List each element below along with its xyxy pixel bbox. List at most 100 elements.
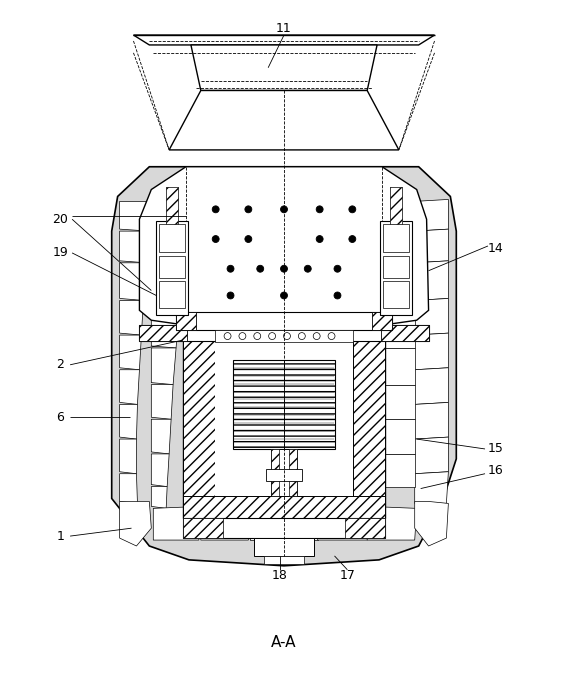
Bar <box>139 325 429 341</box>
Bar <box>183 518 223 538</box>
Polygon shape <box>151 348 176 385</box>
Text: 6: 6 <box>56 411 64 424</box>
Polygon shape <box>382 311 415 348</box>
Circle shape <box>227 292 234 299</box>
Circle shape <box>281 265 287 272</box>
Polygon shape <box>415 298 448 335</box>
Polygon shape <box>120 474 137 504</box>
Bar <box>183 518 385 538</box>
Bar <box>139 325 187 341</box>
Polygon shape <box>382 197 415 236</box>
Circle shape <box>298 333 305 339</box>
Polygon shape <box>120 300 143 335</box>
Bar <box>176 313 392 330</box>
Circle shape <box>239 333 246 339</box>
Bar <box>166 187 178 224</box>
Polygon shape <box>191 45 377 91</box>
Bar <box>345 518 385 538</box>
Circle shape <box>349 236 356 243</box>
Bar <box>381 325 429 341</box>
Circle shape <box>227 265 234 272</box>
Bar <box>176 313 196 330</box>
Polygon shape <box>415 472 448 504</box>
Bar <box>254 538 314 556</box>
Bar <box>232 360 336 449</box>
Polygon shape <box>120 370 139 405</box>
Polygon shape <box>151 419 171 454</box>
Polygon shape <box>415 261 448 300</box>
Bar <box>215 330 353 497</box>
Circle shape <box>316 236 323 243</box>
Polygon shape <box>415 502 448 546</box>
Circle shape <box>304 265 311 272</box>
Circle shape <box>283 333 290 339</box>
Bar <box>383 280 409 308</box>
Polygon shape <box>367 506 417 540</box>
Bar <box>166 187 178 224</box>
Bar <box>264 556 304 564</box>
Circle shape <box>212 206 219 213</box>
Circle shape <box>334 265 341 272</box>
Text: 18: 18 <box>272 570 288 582</box>
Bar <box>380 221 412 315</box>
Polygon shape <box>139 167 429 325</box>
Circle shape <box>281 292 287 299</box>
Bar <box>159 224 185 252</box>
Polygon shape <box>120 439 136 474</box>
Bar <box>183 330 215 518</box>
Polygon shape <box>112 167 456 566</box>
Text: 2: 2 <box>56 359 64 371</box>
Text: 1: 1 <box>56 530 64 543</box>
Bar <box>266 469 302 481</box>
Polygon shape <box>415 368 448 405</box>
Polygon shape <box>415 199 448 231</box>
Polygon shape <box>151 273 181 311</box>
Text: 11: 11 <box>276 21 292 34</box>
Bar <box>289 449 297 497</box>
Polygon shape <box>382 419 415 454</box>
Bar <box>390 187 402 224</box>
Circle shape <box>224 333 231 339</box>
Polygon shape <box>382 385 415 419</box>
Polygon shape <box>201 506 250 540</box>
Polygon shape <box>415 229 448 263</box>
Bar <box>390 187 402 224</box>
Bar <box>159 280 185 308</box>
Circle shape <box>257 265 264 272</box>
Polygon shape <box>120 405 137 439</box>
Polygon shape <box>250 506 318 540</box>
Circle shape <box>316 206 323 213</box>
Polygon shape <box>415 333 448 370</box>
Polygon shape <box>149 197 186 236</box>
Bar <box>353 330 385 518</box>
Circle shape <box>281 206 287 213</box>
Circle shape <box>245 206 252 213</box>
Polygon shape <box>415 437 448 474</box>
Circle shape <box>328 333 335 339</box>
Polygon shape <box>382 454 415 486</box>
Circle shape <box>349 206 356 213</box>
Circle shape <box>313 333 320 339</box>
Circle shape <box>245 236 252 243</box>
Polygon shape <box>318 506 369 540</box>
Polygon shape <box>415 403 448 439</box>
Polygon shape <box>120 335 141 370</box>
Polygon shape <box>382 236 415 273</box>
Text: 19: 19 <box>52 247 68 260</box>
Polygon shape <box>169 91 399 150</box>
Circle shape <box>269 333 275 339</box>
Polygon shape <box>153 506 201 540</box>
Polygon shape <box>120 201 153 231</box>
Polygon shape <box>382 348 415 385</box>
Bar <box>271 449 297 497</box>
Text: 17: 17 <box>340 570 356 582</box>
Text: 16: 16 <box>488 464 504 477</box>
Circle shape <box>212 236 219 243</box>
Bar <box>383 256 409 278</box>
Polygon shape <box>133 35 435 45</box>
Polygon shape <box>151 454 169 486</box>
Bar <box>271 449 279 497</box>
Circle shape <box>334 292 341 299</box>
Bar <box>183 330 385 518</box>
Text: 20: 20 <box>52 213 68 226</box>
